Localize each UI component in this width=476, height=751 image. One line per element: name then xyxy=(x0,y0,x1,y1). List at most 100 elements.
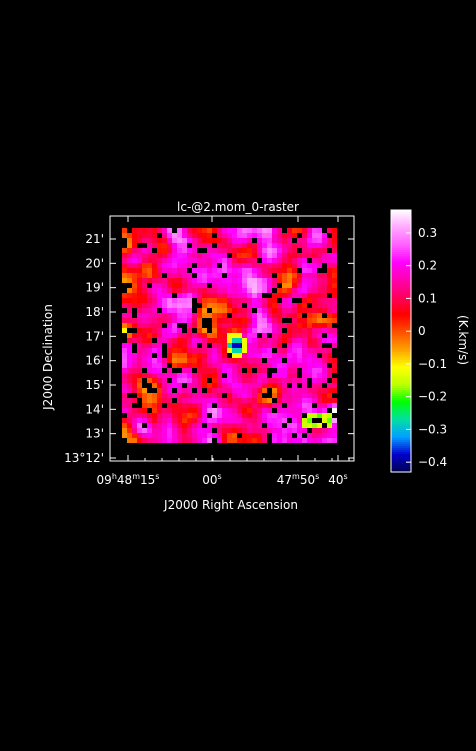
heatmap-cell xyxy=(217,408,222,413)
heatmap-cell xyxy=(142,373,147,378)
heatmap-cell xyxy=(237,428,242,433)
heatmap-cell xyxy=(262,258,267,263)
heatmap-cell xyxy=(292,418,297,423)
heatmap-cell xyxy=(217,298,222,303)
heatmap-cell xyxy=(237,258,242,263)
heatmap-cell xyxy=(237,338,242,343)
heatmap-cell xyxy=(272,373,277,378)
colorbar-segment xyxy=(391,430,411,433)
heatmap-cell xyxy=(172,243,177,248)
heatmap-cell xyxy=(307,348,312,353)
heatmap-cell xyxy=(127,238,132,243)
heatmap-cell xyxy=(122,343,127,348)
heatmap-cell xyxy=(137,268,142,273)
heatmap-cell xyxy=(272,283,277,288)
heatmap-cell xyxy=(202,313,207,318)
heatmap-cell xyxy=(192,363,197,368)
heatmap-cell xyxy=(147,423,152,428)
heatmap-cell xyxy=(172,273,177,278)
heatmap-cell xyxy=(277,263,282,268)
heatmap-cell xyxy=(187,308,192,313)
colorbar-segment xyxy=(391,326,411,329)
heatmap-cell xyxy=(177,318,182,323)
heatmap-cell xyxy=(177,288,182,293)
heatmap-cell xyxy=(127,358,132,363)
heatmap-cell xyxy=(307,433,312,438)
heatmap-cell xyxy=(217,373,222,378)
colorbar-segment xyxy=(391,270,411,273)
heatmap-cell xyxy=(242,353,247,358)
heatmap-cell xyxy=(137,273,142,278)
heatmap-cell xyxy=(312,378,317,383)
heatmap-cell xyxy=(287,233,292,238)
heatmap-cell xyxy=(152,368,157,373)
heatmap-cell xyxy=(267,423,272,428)
heatmap-cell xyxy=(272,438,277,443)
heatmap-cell xyxy=(307,308,312,313)
heatmap-cell xyxy=(327,303,332,308)
heatmap-cell xyxy=(267,263,272,268)
heatmap-cell xyxy=(252,373,257,378)
heatmap-cell xyxy=(177,433,182,438)
heatmap-cell xyxy=(297,418,302,423)
heatmap-cell xyxy=(212,318,217,323)
heatmap-cell xyxy=(307,228,312,233)
heatmap-cell xyxy=(262,328,267,333)
heatmap-cell xyxy=(202,433,207,438)
heatmap-cell xyxy=(232,298,237,303)
heatmap-cell xyxy=(312,348,317,353)
heatmap-cell xyxy=(222,438,227,443)
colorbar-segment xyxy=(391,436,411,439)
heatmap-cell xyxy=(322,238,327,243)
heatmap-cell xyxy=(297,423,302,428)
heatmap-cell xyxy=(137,253,142,258)
heatmap-cell xyxy=(187,228,192,233)
heatmap-cell xyxy=(317,308,322,313)
heatmap-cell xyxy=(137,288,142,293)
heatmap-cell xyxy=(237,343,242,348)
heatmap-cell xyxy=(242,393,247,398)
heatmap-cell xyxy=(137,333,142,338)
chart-title: lc-@2.mom_0-raster xyxy=(177,200,299,214)
heatmap-cell xyxy=(207,438,212,443)
heatmap-cell xyxy=(222,228,227,233)
heatmap-cell xyxy=(187,293,192,298)
heatmap-cell xyxy=(177,373,182,378)
heatmap-cell xyxy=(212,298,217,303)
heatmap-cell xyxy=(297,343,302,348)
heatmap-cell xyxy=(327,238,332,243)
heatmap-cell xyxy=(182,433,187,438)
heatmap-cell xyxy=(302,353,307,358)
heatmap-cell xyxy=(302,298,307,303)
heatmap-cell xyxy=(267,278,272,283)
heatmap-cell xyxy=(297,333,302,338)
colorbar-segment xyxy=(391,238,411,241)
heatmap-cell xyxy=(237,243,242,248)
heatmap-cell xyxy=(132,248,137,253)
heatmap-cell xyxy=(297,358,302,363)
heatmap-cell xyxy=(232,413,237,418)
heatmap-cell xyxy=(177,298,182,303)
heatmap-cell xyxy=(322,308,327,313)
heatmap-cell xyxy=(127,288,132,293)
heatmap-cell xyxy=(137,233,142,238)
heatmap-cell xyxy=(172,258,177,263)
heatmap-raster xyxy=(122,228,337,443)
colorbar-segment xyxy=(391,228,411,231)
heatmap-cell xyxy=(167,288,172,293)
heatmap-cell xyxy=(252,258,257,263)
heatmap-cell xyxy=(157,283,162,288)
heatmap-cell xyxy=(242,388,247,393)
heatmap-cell xyxy=(327,353,332,358)
heatmap-cell xyxy=(187,278,192,283)
colorbar-segment xyxy=(391,392,411,395)
heatmap-cell xyxy=(257,278,262,283)
heatmap-cell xyxy=(152,378,157,383)
heatmap-cell xyxy=(177,343,182,348)
heatmap-cell xyxy=(152,363,157,368)
heatmap-cell xyxy=(227,398,232,403)
heatmap-cell xyxy=(232,388,237,393)
heatmap-cell xyxy=(182,423,187,428)
heatmap-cell xyxy=(282,378,287,383)
